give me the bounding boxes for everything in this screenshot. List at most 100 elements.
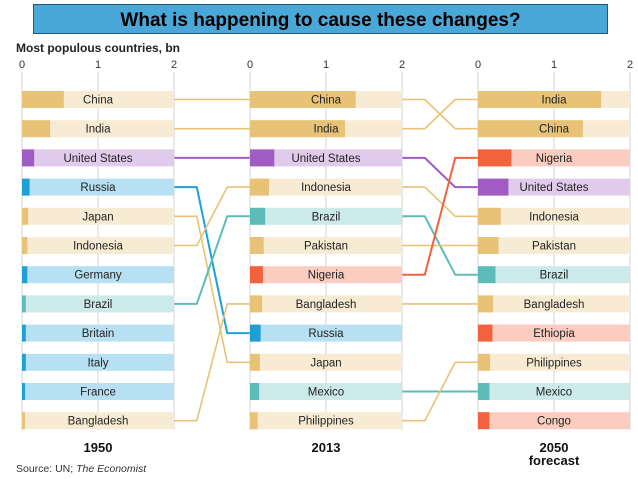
label-china: China: [311, 95, 342, 107]
label-brazil: Brazil: [540, 270, 569, 282]
label-bangladesh: Bangladesh: [68, 416, 129, 428]
tick-label: 1: [323, 59, 329, 71]
bar-bg: [478, 178, 630, 196]
tick-label: 0: [475, 59, 481, 71]
label-china: China: [539, 124, 570, 136]
panel-2013: 0 1 2 China India United States Indonesia Brazi…: [247, 59, 405, 455]
label-united-states: United States: [63, 153, 132, 165]
link-india-2013-2050: [402, 98, 478, 130]
bar-pakistan-2050: [478, 237, 499, 254]
label-ethiopia: Ethiopia: [533, 328, 575, 340]
bar-bg: [250, 207, 402, 225]
bar-bg: [250, 412, 402, 430]
year-label: 2013: [312, 440, 341, 455]
label-germany: Germany: [74, 270, 122, 282]
label-mexico: Mexico: [308, 387, 344, 399]
label-philippines: Philippines: [298, 416, 354, 428]
link-philippines-2013-2050: [402, 361, 478, 422]
bar-bg: [250, 324, 402, 342]
label-japan: Japan: [82, 211, 113, 223]
tick-label: 2: [627, 59, 633, 71]
bar-bangladesh-2013: [250, 295, 263, 313]
label-india: India: [314, 124, 340, 136]
bar-brazil-2050: [478, 266, 496, 284]
bar-japan-2013: [250, 353, 260, 371]
bar-india-1950: [22, 120, 51, 138]
chart-title: Most populous countries, bn: [16, 41, 180, 55]
label-brazil: Brazil: [312, 211, 341, 223]
bar-china-2013: [250, 91, 356, 108]
bar-bg: [250, 149, 402, 167]
bar-bg: [22, 207, 174, 225]
bar-bg: [22, 120, 174, 138]
bar-bg: [478, 207, 630, 225]
bar-bg: [22, 295, 174, 313]
bar-bg: [250, 353, 402, 371]
link-nigeria-2013-2050: [402, 156, 478, 276]
bar-bg: [22, 266, 174, 284]
panel-1950: 0 1 2 China India United States Russia Japan Ind…: [19, 59, 177, 455]
panel-2050: 0 1 2 India China Nigeria United States Indones…: [475, 59, 633, 468]
tick-label: 1: [95, 59, 101, 71]
link-united-states-2013-2050: [402, 156, 478, 189]
bar-bg: [250, 178, 402, 196]
label-brazil: Brazil: [84, 299, 113, 311]
bar-russia-1950: [22, 178, 30, 196]
label-indonesia: Indonesia: [529, 211, 579, 223]
bar-bg: [478, 149, 630, 167]
label-pakistan: Pakistan: [304, 241, 348, 253]
label-japan: Japan: [310, 357, 341, 369]
label-united-states: United States: [291, 153, 360, 165]
banner: What is happening to cause these changes…: [33, 4, 608, 34]
bar-bg: [22, 178, 174, 196]
bar-indonesia-2013: [250, 178, 269, 196]
bar-germany-1950: [22, 266, 28, 284]
bar-china-2050: [478, 120, 583, 138]
chart-source: Source: UN; The Economist: [16, 463, 147, 475]
bar-bg: [22, 412, 174, 430]
bar-nigeria-2013: [250, 266, 263, 284]
tick-label: 1: [551, 59, 557, 71]
bar-france-1950: [22, 383, 26, 400]
label-nigeria: Nigeria: [536, 153, 573, 165]
bar-bg: [478, 412, 630, 430]
bar-ethiopia-2050: [478, 324, 493, 342]
bar-pakistan-2013: [250, 237, 264, 254]
label-britain: Britain: [82, 328, 115, 340]
link-japan-1950-2013: [174, 215, 250, 364]
label-china: China: [83, 95, 114, 107]
link-brazil-1950-2013: [174, 215, 250, 305]
tick-label: 0: [247, 59, 253, 71]
label-indonesia: Indonesia: [301, 182, 351, 194]
bar-brazil-2013: [250, 207, 266, 225]
panels: 0 1 2 China India United States Russia Japan Ind…: [19, 59, 633, 468]
label-indonesia: Indonesia: [73, 241, 123, 253]
bar-nigeria-2050: [478, 149, 512, 167]
bar-india-2050: [478, 91, 602, 108]
bar-china-1950: [22, 91, 64, 108]
bar-italy-1950: [22, 353, 26, 371]
bar-bg: [478, 353, 630, 371]
bar-indonesia-1950: [22, 237, 28, 254]
bar-bg: [250, 266, 402, 284]
banner-title: What is happening to cause these changes…: [120, 10, 521, 31]
bar-japan-1950: [22, 207, 29, 225]
bar-united-states-1950: [22, 149, 35, 167]
source-name: The Economist: [76, 463, 147, 475]
bar-philippines-2050: [478, 353, 491, 371]
year-label: 1950: [84, 440, 113, 455]
year-subtitle: forecast: [529, 453, 580, 468]
bar-bg: [250, 295, 402, 313]
bar-bg: [478, 237, 630, 254]
tick-label: 2: [399, 59, 405, 71]
label-bangladesh: Bangladesh: [296, 299, 357, 311]
bar-mexico-2013: [250, 383, 260, 400]
bar-united-states-2050: [478, 178, 509, 196]
bar-bg: [22, 324, 174, 342]
label-nigeria: Nigeria: [308, 270, 345, 282]
link-bangladesh-1950-2013: [174, 303, 250, 422]
label-india: India: [86, 124, 112, 136]
bar-bg: [478, 383, 630, 400]
label-united-states: United States: [519, 182, 588, 194]
